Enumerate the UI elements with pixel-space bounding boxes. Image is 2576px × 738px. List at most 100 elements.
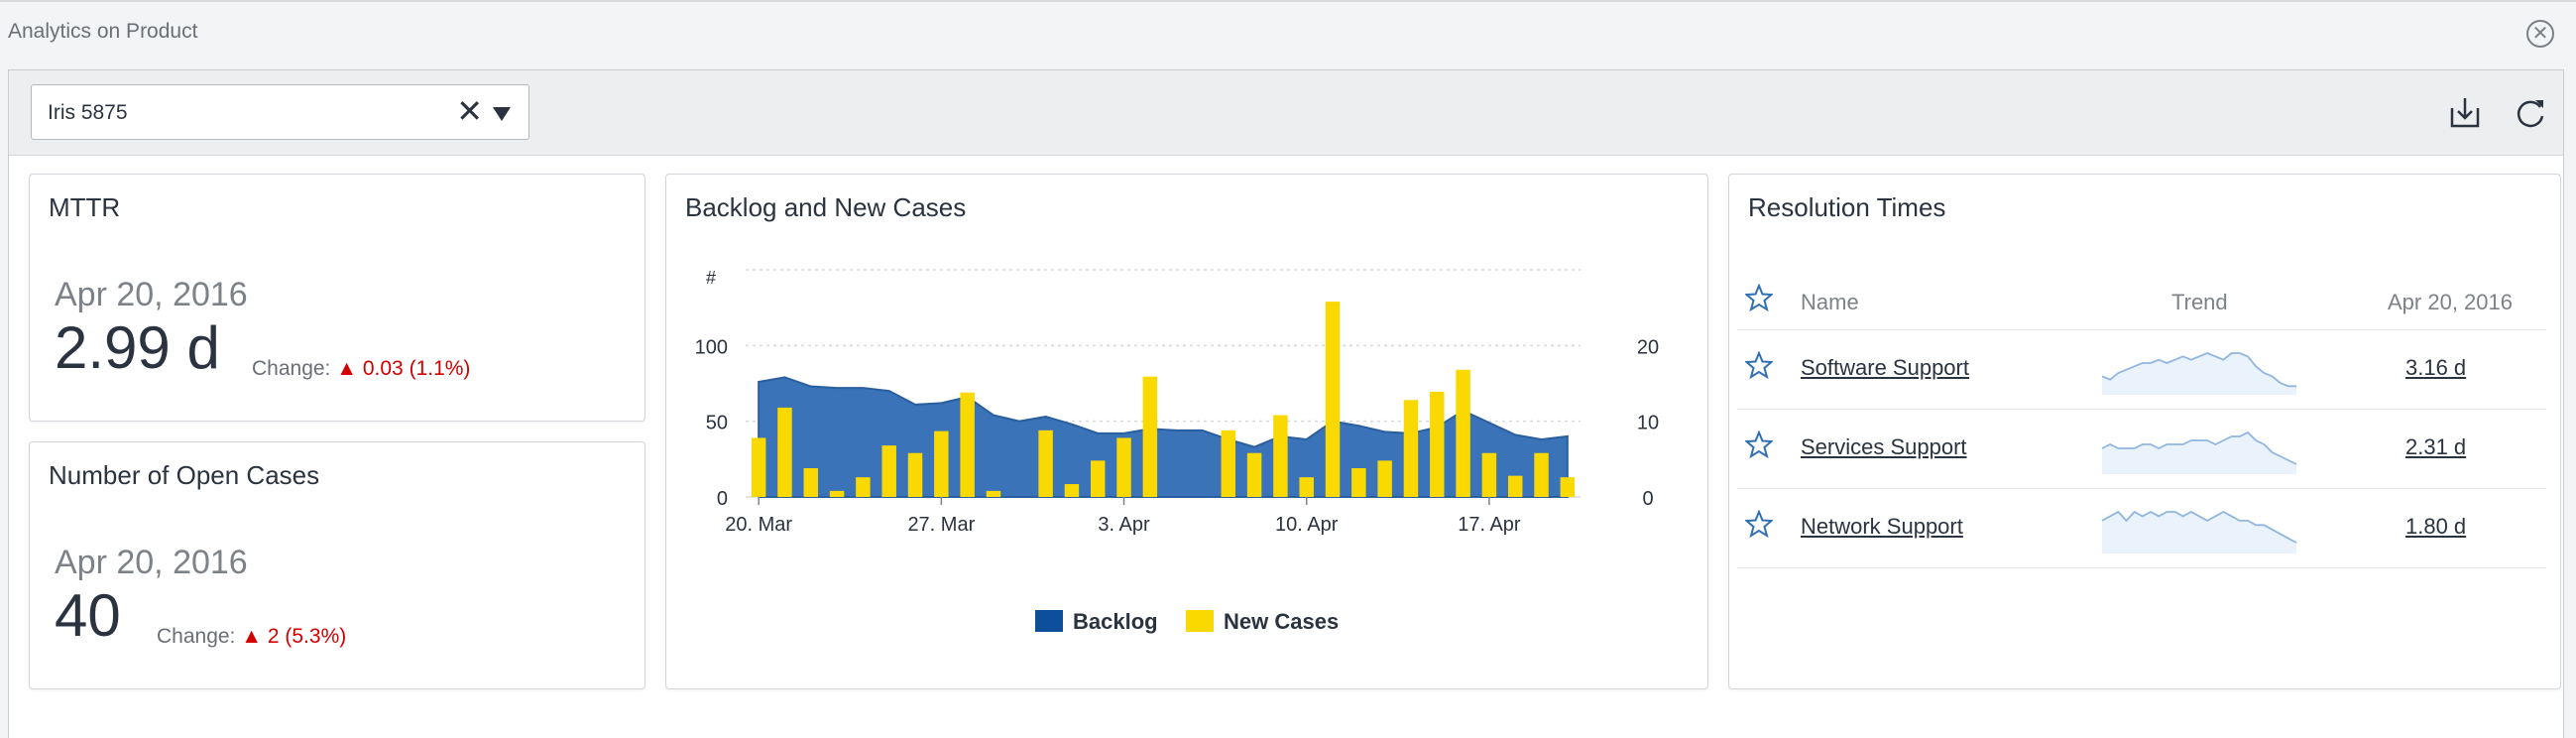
sparkline-area: [2102, 432, 2296, 474]
x-tick-label: 20. Mar: [725, 514, 792, 536]
resolution-times-card: Resolution Times Name Trend Apr 20, 2016…: [1728, 174, 2561, 689]
y-tick-label: 100: [695, 336, 728, 358]
trend-sparkline: [2101, 510, 2297, 554]
open-cases-title: Number of Open Cases: [49, 460, 320, 490]
open-cases-value: 40: [55, 582, 121, 649]
backlog-chart: 0 50 100 0 10 20 #20. Mar 27. Mar 3. Apr 10. Apr 1…: [695, 268, 1660, 536]
legend-new-cases-swatch: [1186, 610, 1214, 632]
window-title: Analytics on Product: [8, 20, 198, 43]
open-cases-change-value: ▲ 2 (5.3%): [241, 625, 347, 648]
star-icon[interactable]: [1745, 351, 1773, 379]
y2-tick-label: 0: [1642, 488, 1653, 510]
trend-sparkline: [2101, 430, 2297, 474]
new-cases-bar: [1534, 452, 1549, 497]
new-cases-bar: [751, 437, 766, 497]
new-cases-bar: [1507, 475, 1523, 497]
y-axis-label: #: [706, 268, 716, 288]
legend-backlog-swatch: [1035, 610, 1063, 632]
new-cases-bar: [1299, 477, 1314, 497]
open-cases-change-label: Change:: [157, 625, 236, 648]
new-cases-bar: [1325, 302, 1341, 497]
x-tick-label: 10. Apr: [1275, 514, 1339, 536]
new-cases-bar: [1430, 391, 1445, 497]
x-tick-label: 17. Apr: [1458, 514, 1521, 536]
new-cases-bar: [1246, 452, 1262, 497]
resolution-row-name[interactable]: Software Support: [1801, 355, 1969, 380]
new-cases-bar: [1481, 452, 1497, 497]
new-cases-bar: [1221, 430, 1236, 497]
resolution-row: Network Support 1.80 d: [1737, 488, 2546, 568]
clear-filter-icon[interactable]: ✕: [456, 93, 483, 129]
resolution-row-value[interactable]: 3.16 d: [2405, 355, 2467, 380]
legend-new-cases-label: New Cases: [1224, 609, 1340, 634]
product-filter-select[interactable]: Iris 5875 ✕: [31, 84, 529, 140]
star-icon[interactable]: [1745, 430, 1773, 458]
refresh-icon[interactable]: [2512, 94, 2549, 132]
mttr-change-value: ▲ 0.03 (1.1%): [336, 357, 471, 380]
legend-backlog[interactable]: Backlog: [1035, 609, 1158, 635]
new-cases-bar: [881, 445, 896, 497]
mttr-date: Apr 20, 2016: [55, 276, 248, 313]
resolution-row-name[interactable]: Network Support: [1801, 514, 1963, 539]
sparkline-line: [2101, 352, 2296, 388]
new-cases-bar: [1273, 415, 1288, 497]
resolution-row: Services Support 2.31 d: [1737, 409, 2546, 489]
mttr-change: Change: ▲ 0.03 (1.1%): [252, 357, 470, 381]
new-cases-bar: [960, 392, 975, 497]
x-tick-label: 3. Apr: [1098, 514, 1150, 536]
star-icon[interactable]: [1745, 284, 1773, 311]
new-cases-bar: [1116, 437, 1131, 497]
open-cases-change: Change: ▲ 2 (5.3%): [157, 625, 346, 649]
new-cases-bar: [1377, 460, 1392, 497]
product-filter-value: Iris 5875: [48, 101, 128, 124]
new-cases-bar: [934, 430, 949, 497]
y-tick-label: 0: [717, 488, 728, 510]
new-cases-bar: [986, 490, 1001, 497]
new-cases-bar: [1403, 400, 1419, 497]
resolution-row-name[interactable]: Services Support: [1801, 434, 1967, 459]
analytics-panel: Iris 5875 ✕ MTTR Apr 20, 2016 2.99 d Cha…: [8, 69, 2564, 738]
resolution-header-row: Name Trend Apr 20, 2016: [1737, 274, 2546, 330]
y2-tick-label: 10: [1637, 413, 1659, 434]
col-date-header: Apr 20, 2016: [2388, 290, 2513, 314]
mttr-change-label: Change:: [252, 357, 331, 380]
legend-backlog-label: Backlog: [1073, 609, 1158, 634]
legend-new-cases[interactable]: New Cases: [1186, 609, 1339, 635]
filter-toolbar: Iris 5875 ✕: [9, 70, 2563, 156]
new-cases-bar: [907, 452, 923, 497]
y2-tick-label: 20: [1637, 336, 1659, 358]
chart-title: Backlog and New Cases: [685, 192, 967, 222]
new-cases-bar: [1351, 467, 1366, 497]
window-titlebar: Analytics on Product ✕: [0, 0, 2576, 62]
new-cases-bar: [1038, 430, 1053, 497]
mttr-card: MTTR Apr 20, 2016 2.99 d Change: ▲ 0.03 …: [29, 174, 645, 422]
sparkline-area: [2102, 512, 2296, 554]
new-cases-bar: [777, 407, 792, 497]
resolution-row-value[interactable]: 1.80 d: [2405, 514, 2467, 539]
backlog-area: [758, 376, 1569, 498]
new-cases-bar: [1090, 460, 1106, 497]
star-icon[interactable]: [1745, 510, 1773, 538]
open-cases-card: Number of Open Cases Apr 20, 2016 40 Cha…: [29, 441, 645, 689]
resolution-row-value[interactable]: 2.31 d: [2405, 434, 2467, 459]
new-cases-bar: [803, 467, 819, 497]
new-cases-bar: [1456, 369, 1470, 497]
backlog-chart-card: Backlog and New Cases 0 50 100 0 10 20 #20. Ma…: [665, 174, 1708, 689]
resolution-title: Resolution Times: [1748, 192, 1946, 222]
new-cases-bar: [829, 490, 845, 497]
col-trend-header: Trend: [2171, 290, 2228, 314]
new-cases-bar: [1142, 376, 1158, 497]
col-name-header: Name: [1801, 290, 1859, 314]
download-icon[interactable]: [2446, 94, 2484, 132]
new-cases-bar: [1560, 477, 1576, 497]
sparkline-line: [2101, 510, 2297, 544]
resolution-row: Software Support 3.16 d: [1737, 329, 2546, 410]
new-cases-bar: [856, 477, 871, 497]
chevron-down-icon[interactable]: [493, 107, 511, 123]
trend-sparkline: [2101, 352, 2296, 395]
y-tick-label: 50: [706, 413, 728, 434]
mttr-value: 2.99 d: [55, 314, 220, 381]
new-cases-bar: [1064, 484, 1080, 497]
mttr-title: MTTR: [49, 192, 121, 222]
close-circle-icon[interactable]: ✕: [2526, 20, 2554, 48]
